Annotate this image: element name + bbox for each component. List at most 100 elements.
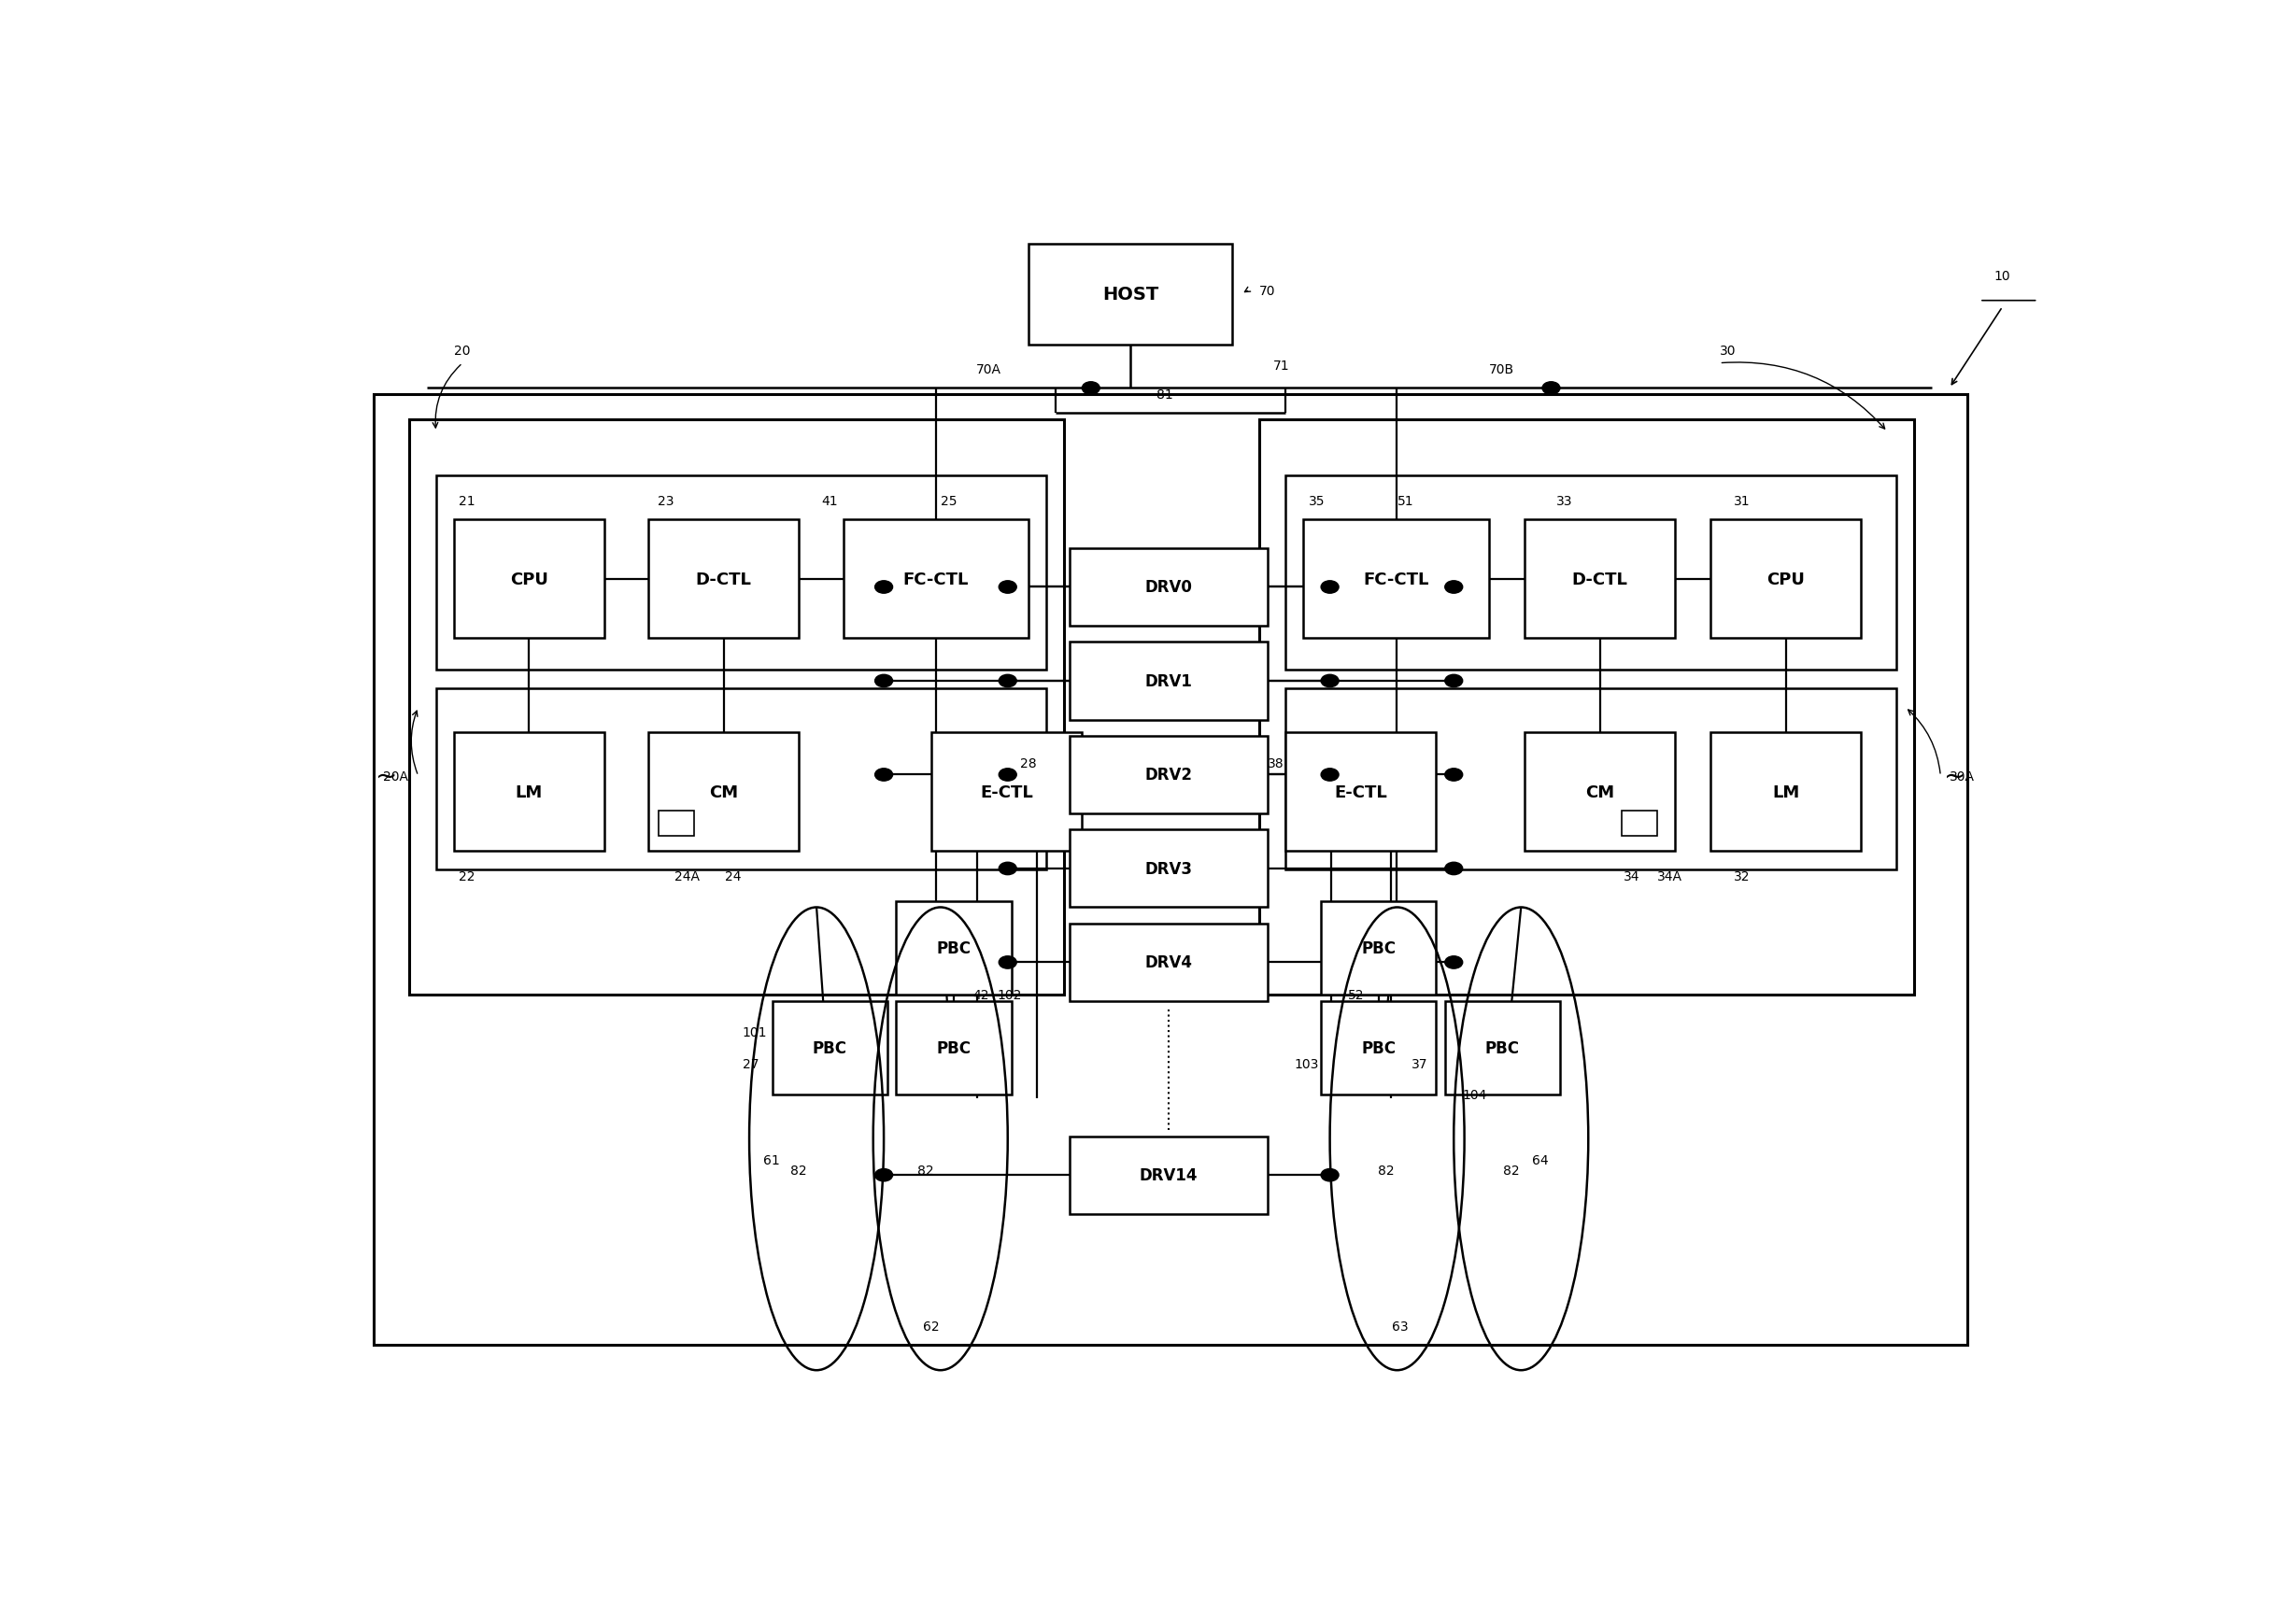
Text: 30A: 30A [1948, 770, 1976, 783]
Text: ~: ~ [1944, 763, 1967, 789]
Text: DRV14: DRV14 [1140, 1168, 1199, 1184]
FancyBboxPatch shape [649, 732, 799, 851]
Text: 20: 20 [455, 344, 471, 357]
Text: 70: 70 [1258, 284, 1274, 297]
Text: E-CTL: E-CTL [1334, 784, 1386, 801]
Circle shape [875, 676, 893, 687]
Circle shape [1320, 676, 1338, 687]
Text: PBC: PBC [1361, 1039, 1396, 1057]
Text: 51: 51 [1398, 495, 1414, 508]
Text: 71: 71 [1272, 359, 1290, 374]
FancyBboxPatch shape [1069, 1137, 1268, 1215]
FancyBboxPatch shape [1258, 421, 1914, 996]
Text: PBC: PBC [936, 1039, 971, 1057]
Text: FC-CTL: FC-CTL [902, 572, 968, 588]
Text: 101: 101 [742, 1026, 767, 1039]
Text: 104: 104 [1462, 1088, 1487, 1101]
FancyBboxPatch shape [1711, 732, 1861, 851]
Text: 70A: 70A [975, 364, 1000, 377]
FancyBboxPatch shape [1711, 520, 1861, 638]
Text: 103: 103 [1295, 1057, 1320, 1070]
Text: 82: 82 [790, 1164, 806, 1177]
FancyBboxPatch shape [1028, 245, 1233, 344]
FancyBboxPatch shape [375, 395, 1967, 1345]
Text: CM: CM [1585, 784, 1615, 801]
FancyBboxPatch shape [1069, 736, 1268, 814]
Text: PBC: PBC [1485, 1039, 1519, 1057]
FancyBboxPatch shape [455, 520, 603, 638]
Text: 20A: 20A [384, 770, 409, 783]
Text: 25: 25 [941, 495, 957, 508]
Text: 52: 52 [1348, 989, 1364, 1002]
Text: 38: 38 [1268, 757, 1284, 770]
Text: D-CTL: D-CTL [697, 572, 751, 588]
Text: 31: 31 [1734, 495, 1750, 508]
Text: 30: 30 [1720, 344, 1736, 357]
FancyBboxPatch shape [1069, 549, 1268, 627]
FancyBboxPatch shape [1069, 830, 1268, 908]
Circle shape [1446, 862, 1462, 875]
Circle shape [1083, 382, 1101, 395]
Text: ~: ~ [375, 763, 397, 789]
FancyBboxPatch shape [1286, 732, 1437, 851]
Text: 37: 37 [1412, 1057, 1428, 1070]
Circle shape [1320, 768, 1338, 781]
Text: 33: 33 [1555, 495, 1574, 508]
FancyBboxPatch shape [1304, 520, 1489, 638]
Circle shape [998, 581, 1016, 594]
FancyBboxPatch shape [1320, 1002, 1437, 1095]
Circle shape [1446, 581, 1462, 594]
FancyBboxPatch shape [409, 421, 1064, 996]
Circle shape [1542, 382, 1560, 395]
FancyBboxPatch shape [1069, 924, 1268, 1002]
Text: 34A: 34A [1658, 870, 1683, 883]
FancyBboxPatch shape [1286, 476, 1896, 671]
Circle shape [1320, 1169, 1338, 1182]
FancyBboxPatch shape [772, 1002, 886, 1095]
Text: 82: 82 [918, 1164, 934, 1177]
Text: DRV4: DRV4 [1144, 955, 1192, 971]
Circle shape [875, 768, 893, 781]
Circle shape [998, 768, 1016, 781]
FancyBboxPatch shape [1286, 689, 1896, 870]
FancyBboxPatch shape [436, 689, 1046, 870]
Text: CPU: CPU [1766, 572, 1804, 588]
Text: 82: 82 [1503, 1164, 1519, 1177]
Text: 81: 81 [1156, 388, 1174, 401]
Text: 24: 24 [724, 870, 740, 883]
FancyBboxPatch shape [1446, 1002, 1560, 1095]
Text: DRV3: DRV3 [1144, 861, 1192, 877]
Circle shape [1320, 581, 1338, 594]
FancyBboxPatch shape [1526, 520, 1674, 638]
FancyBboxPatch shape [1069, 643, 1268, 719]
Text: 10: 10 [1994, 270, 2010, 283]
FancyBboxPatch shape [932, 732, 1083, 851]
Text: 24A: 24A [676, 870, 701, 883]
Circle shape [1446, 957, 1462, 970]
FancyBboxPatch shape [436, 476, 1046, 671]
Circle shape [1446, 768, 1462, 781]
Text: 35: 35 [1309, 495, 1325, 508]
Text: CM: CM [708, 784, 738, 801]
Text: 63: 63 [1391, 1320, 1409, 1333]
Text: 32: 32 [1734, 870, 1750, 883]
FancyBboxPatch shape [895, 1002, 1012, 1095]
Text: CPU: CPU [509, 572, 548, 588]
Text: PBC: PBC [813, 1039, 847, 1057]
Text: E-CTL: E-CTL [980, 784, 1032, 801]
Text: 42: 42 [973, 989, 989, 1002]
FancyBboxPatch shape [649, 520, 799, 638]
Text: 28: 28 [1021, 757, 1037, 770]
FancyBboxPatch shape [1320, 901, 1437, 996]
Text: 64: 64 [1533, 1153, 1549, 1166]
FancyBboxPatch shape [1526, 732, 1674, 851]
Text: DRV1: DRV1 [1144, 672, 1192, 690]
Circle shape [998, 676, 1016, 687]
Circle shape [875, 581, 893, 594]
Text: PBC: PBC [1361, 940, 1396, 957]
Text: LM: LM [1772, 784, 1800, 801]
Text: D-CTL: D-CTL [1571, 572, 1628, 588]
Text: DRV0: DRV0 [1144, 580, 1192, 596]
Text: LM: LM [516, 784, 544, 801]
FancyBboxPatch shape [843, 520, 1028, 638]
